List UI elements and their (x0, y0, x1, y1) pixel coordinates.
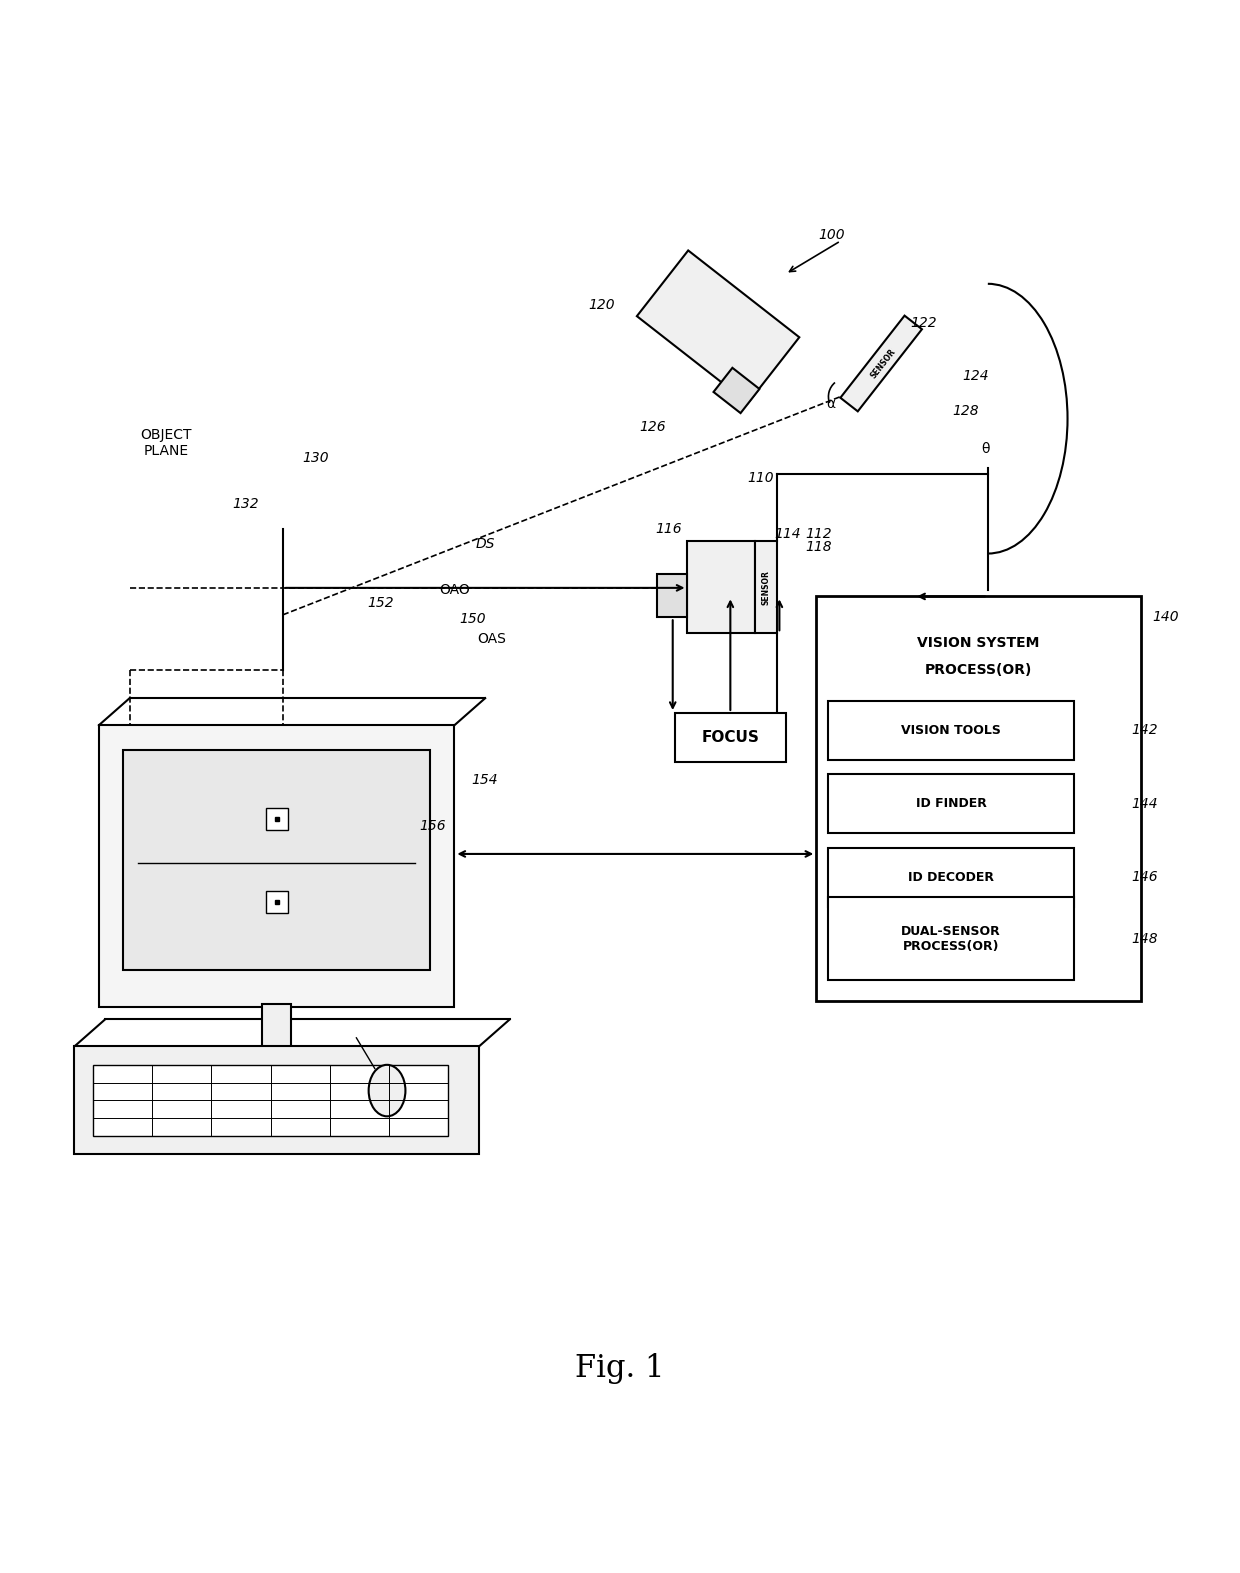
Polygon shape (713, 368, 759, 414)
Text: ID FINDER: ID FINDER (915, 798, 987, 810)
Text: DS: DS (475, 536, 495, 551)
Bar (124, 750, 430, 971)
Text: 116: 116 (656, 522, 682, 536)
Text: 126: 126 (640, 420, 666, 434)
Bar (657, 574, 687, 617)
Bar (93, 1065, 449, 1136)
Text: 156: 156 (419, 818, 445, 832)
Text: 124: 124 (962, 368, 988, 382)
Text: 122: 122 (910, 316, 937, 330)
Text: VISION TOOLS: VISION TOOLS (901, 724, 1001, 736)
Text: Fig. 1: Fig. 1 (575, 1353, 665, 1384)
Polygon shape (637, 250, 800, 403)
Text: FOCUS: FOCUS (702, 730, 759, 746)
Text: 100: 100 (818, 228, 846, 242)
Text: 148: 148 (1131, 931, 1158, 945)
Text: 150: 150 (460, 612, 486, 626)
Bar (828, 774, 1074, 834)
Text: SENSOR: SENSOR (869, 348, 898, 381)
Text: 140: 140 (1152, 610, 1179, 624)
Text: 130: 130 (303, 451, 330, 466)
Bar (828, 897, 1074, 980)
Text: PROCESS(OR): PROCESS(OR) (925, 662, 1033, 676)
Text: 114: 114 (775, 527, 801, 541)
Bar (265, 809, 288, 831)
Bar (755, 541, 777, 634)
Text: α: α (826, 396, 836, 411)
Bar (74, 1046, 479, 1155)
Text: 142: 142 (1131, 724, 1158, 738)
Bar (687, 541, 755, 634)
Text: OAS: OAS (477, 632, 506, 647)
Ellipse shape (368, 1065, 405, 1117)
Text: ID DECODER: ID DECODER (908, 871, 994, 884)
Text: DUAL-SENSOR
PROCESS(OR): DUAL-SENSOR PROCESS(OR) (901, 925, 1001, 953)
Text: 146: 146 (1131, 870, 1158, 884)
Text: 132: 132 (233, 497, 259, 511)
Text: 110: 110 (748, 470, 774, 484)
Text: 112: 112 (805, 527, 832, 541)
Text: 144: 144 (1131, 796, 1158, 810)
Bar (262, 1004, 291, 1051)
Text: SENSOR: SENSOR (761, 571, 770, 606)
Text: OBJECT
PLANE: OBJECT PLANE (140, 428, 192, 458)
Text: θ: θ (981, 442, 990, 456)
Text: 152: 152 (367, 596, 394, 610)
Text: 128: 128 (952, 404, 980, 418)
Bar (265, 890, 288, 912)
Bar (675, 713, 785, 761)
Polygon shape (841, 316, 921, 412)
Text: 120: 120 (588, 297, 615, 311)
Bar (828, 848, 1074, 906)
Text: DOF: DOF (192, 884, 222, 898)
Text: VISION SYSTEM: VISION SYSTEM (918, 635, 1040, 650)
Bar (99, 725, 455, 1007)
Text: 118: 118 (805, 541, 832, 554)
Text: OAO: OAO (439, 584, 470, 598)
Bar (816, 596, 1141, 1000)
Bar (828, 700, 1074, 760)
Text: 154: 154 (471, 774, 498, 788)
